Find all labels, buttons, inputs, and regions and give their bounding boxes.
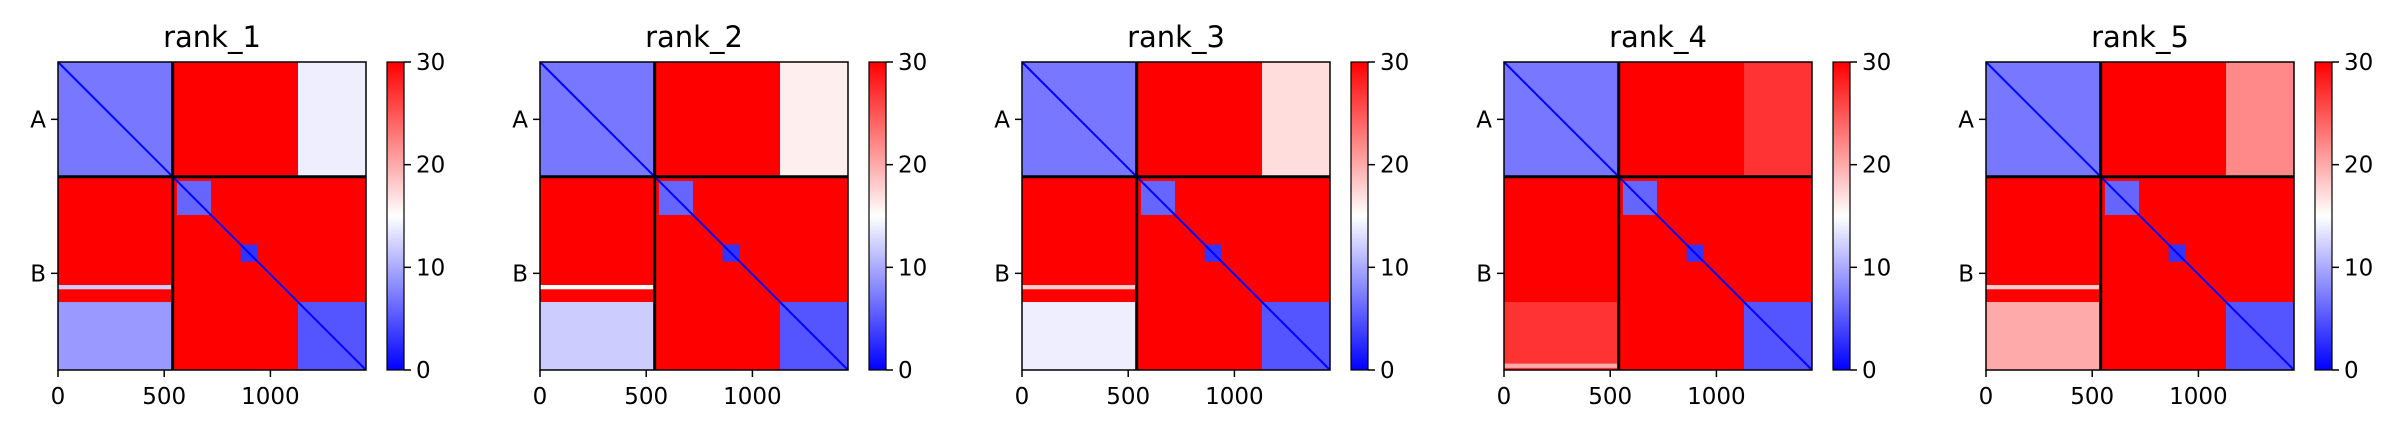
heatmap-region-9 — [1022, 285, 1137, 290]
panel-rank_2: rank_2 0 500 1000 A B 0 10 20 30 — [512, 20, 927, 410]
colorbar: 0 10 20 30 — [1832, 50, 1891, 384]
panel-title: rank_3 — [1127, 20, 1225, 54]
colorbar-gradient — [1832, 61, 1851, 371]
panel-rank_3: rank_3 0 500 1000 A B 0 10 20 30 — [994, 20, 1409, 410]
heatmap-frame — [1985, 61, 2295, 371]
colorbar-tick-label: 10 — [898, 255, 927, 281]
heatmap — [1985, 61, 2295, 371]
x-tick-label: 0 — [533, 384, 548, 410]
x-tick-label: 1000 — [1687, 384, 1746, 410]
colorbar-tick-label: 0 — [1862, 358, 1877, 384]
heatmap-region-9 — [540, 285, 655, 290]
colorbar-tick-label: 0 — [898, 358, 913, 384]
heatmap-region-8 — [540, 302, 655, 370]
panel-title: rank_4 — [1609, 20, 1707, 54]
colorbar-tick-label: 10 — [2344, 255, 2373, 281]
colorbar: 0 10 20 30 — [2314, 50, 2373, 384]
y-tick-label: A — [30, 107, 46, 133]
colorbar-tick-label: 20 — [1862, 153, 1891, 179]
panel-rank_1: rank_1 0 500 1000 A B 0 10 20 30 — [30, 20, 445, 410]
x-tick-label: 500 — [1106, 384, 1150, 410]
x-tick-label: 0 — [1979, 384, 1994, 410]
y-tick-label: A — [1958, 107, 1974, 133]
colorbar-tick-label: 30 — [416, 50, 445, 76]
heatmap — [1503, 61, 1813, 371]
colorbar-gradient — [868, 61, 887, 371]
colorbar-tick-label: 30 — [2344, 50, 2373, 76]
colorbar-tick-label: 0 — [2344, 358, 2359, 384]
diagonal-line — [1503, 61, 1813, 371]
colorbar-tick-label: 30 — [1862, 50, 1891, 76]
colorbar-gradient — [1350, 61, 1369, 371]
x-tick-label: 0 — [51, 384, 66, 410]
diagonal-line — [57, 61, 367, 371]
x-tick-label: 500 — [1588, 384, 1632, 410]
y-tick-label: B — [512, 261, 528, 287]
y-tick-label: A — [994, 107, 1010, 133]
heatmap-region-7 — [780, 62, 848, 177]
colorbar-tick-label: 0 — [1380, 358, 1395, 384]
colorbar-tick-label: 10 — [1380, 255, 1409, 281]
colorbar: 0 10 20 30 — [386, 50, 445, 384]
colorbar-gradient — [386, 61, 405, 371]
x-tick-label: 1000 — [723, 384, 782, 410]
colorbar: 0 10 20 30 — [868, 50, 927, 384]
y-tick-label: A — [1476, 107, 1492, 133]
y-tick-label: A — [512, 107, 528, 133]
y-tick-label: B — [994, 261, 1010, 287]
y-tick-label: B — [30, 261, 46, 287]
colorbar: 0 10 20 30 — [1350, 50, 1409, 384]
x-tick-label: 500 — [624, 384, 668, 410]
heatmap-region-8 — [1022, 302, 1137, 370]
heatmap-region-7 — [1262, 62, 1330, 177]
colorbar-tick-label: 0 — [416, 358, 431, 384]
diagonal-line — [1985, 61, 2295, 371]
colorbar-tick-label: 30 — [898, 50, 927, 76]
colorbar-tick-label: 20 — [898, 153, 927, 179]
heatmap — [1021, 61, 1331, 371]
x-tick-label: 0 — [1497, 384, 1512, 410]
heatmap-frame — [539, 61, 849, 371]
heatmap-region-7 — [1744, 62, 1812, 177]
x-tick-label: 1000 — [1205, 384, 1264, 410]
colorbar-tick-label: 20 — [416, 153, 445, 179]
heatmap-region-8 — [1986, 302, 2101, 370]
panel-title: rank_5 — [2091, 20, 2189, 54]
heatmap-frame — [1021, 61, 1331, 371]
heatmap-region-7 — [2226, 62, 2294, 177]
panel-title: rank_1 — [163, 20, 261, 54]
panel-rank_4: rank_4 0 500 1000 A B 0 10 20 30 — [1476, 20, 1891, 410]
y-tick-label: B — [1958, 261, 1974, 287]
y-tick-label: B — [1476, 261, 1492, 287]
heatmap-region-7 — [298, 62, 366, 177]
colorbar-tick-label: 10 — [1862, 255, 1891, 281]
colorbar-tick-label: 20 — [2344, 153, 2373, 179]
heatmap-region-8 — [1504, 302, 1619, 370]
heatmap-frame — [57, 61, 367, 371]
x-tick-label: 500 — [2070, 384, 2114, 410]
x-tick-label: 500 — [142, 384, 186, 410]
colorbar-gradient — [2314, 61, 2333, 371]
colorbar-tick-label: 10 — [416, 255, 445, 281]
diagonal-line — [1021, 61, 1331, 371]
heatmap-region-9 — [1504, 363, 1619, 368]
x-tick-label: 1000 — [2169, 384, 2228, 410]
diagonal-line — [539, 61, 849, 371]
panel-title: rank_2 — [645, 20, 743, 54]
colorbar-tick-label: 30 — [1380, 50, 1409, 76]
x-tick-label: 1000 — [241, 384, 300, 410]
x-tick-label: 0 — [1015, 384, 1030, 410]
heatmap-frame — [1503, 61, 1813, 371]
heatmap-region-9 — [58, 285, 173, 290]
colorbar-tick-label: 20 — [1380, 153, 1409, 179]
heatmap-region-9 — [1986, 285, 2101, 290]
heatmap-region-8 — [58, 302, 173, 370]
heatmap — [539, 61, 849, 371]
panel-rank_5: rank_5 0 500 1000 A B 0 10 20 30 — [1958, 20, 2373, 410]
heatmap — [57, 61, 367, 371]
